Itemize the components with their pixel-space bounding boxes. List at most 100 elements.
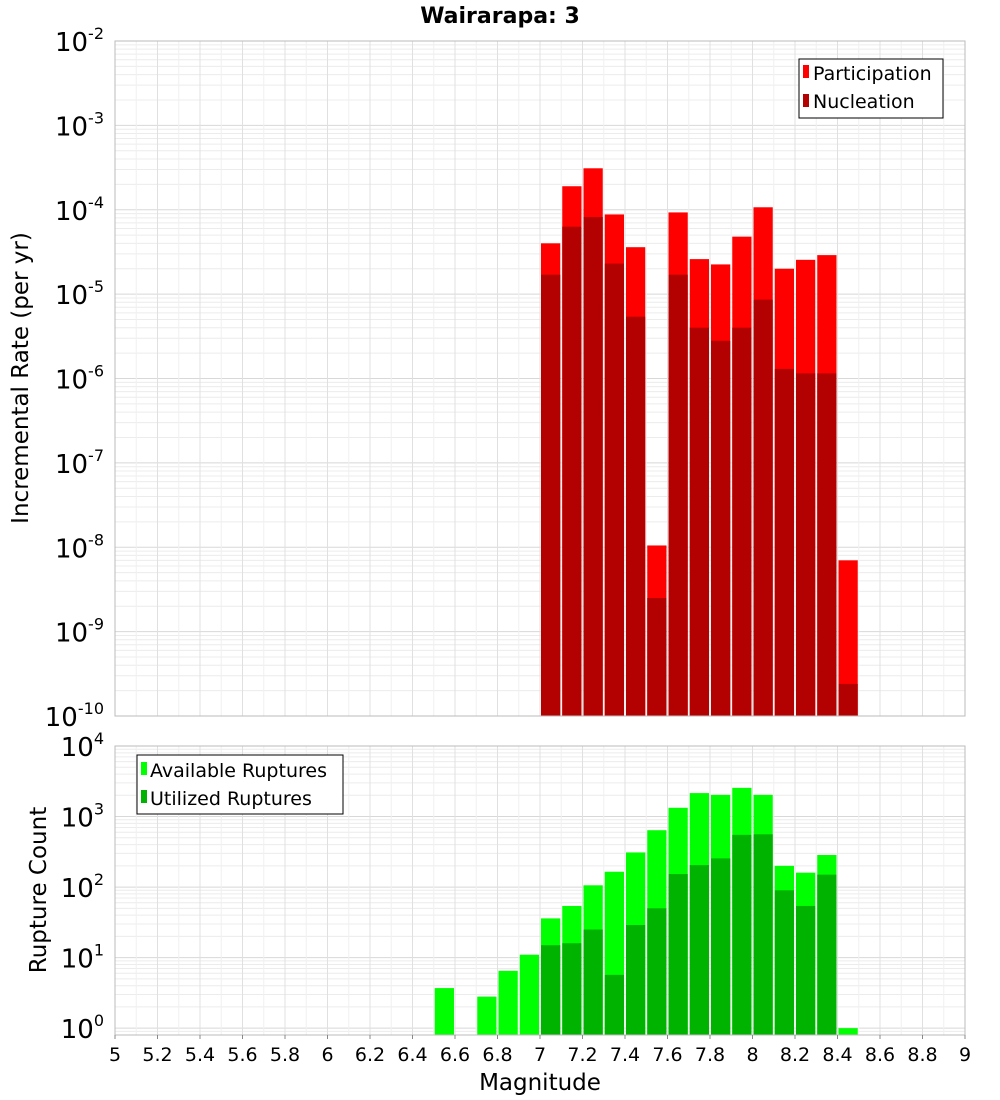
y-tick-exponent: -4 xyxy=(88,193,104,212)
y-tick-exponent: 1 xyxy=(94,941,104,960)
bar-nucleation xyxy=(711,340,731,716)
bottom-legend: Available Ruptures Utilized Ruptures xyxy=(136,754,344,815)
top-chart: 10-210-310-410-510-610-710-810-910-10 In… xyxy=(8,24,966,733)
bar-utilized-ruptures xyxy=(711,858,731,1035)
top-bars xyxy=(541,168,858,717)
bar-nucleation xyxy=(689,327,709,716)
y-tick-base: 10 xyxy=(61,945,94,975)
bar-utilized-ruptures xyxy=(562,943,582,1035)
y-tick-label: 10-2 xyxy=(55,24,104,58)
y-tick-base: 10 xyxy=(61,733,94,763)
top-plot-border xyxy=(114,40,966,717)
bar-available-ruptures xyxy=(434,988,454,1035)
top-y-tick-labels: 10-210-310-410-510-610-710-810-910-10 xyxy=(45,24,104,733)
y-tick-base: 10 xyxy=(55,619,88,649)
y-tick-base: 10 xyxy=(61,1015,94,1045)
x-tick-label: 6 xyxy=(321,1044,333,1066)
y-tick-label: 101 xyxy=(61,941,104,975)
y-tick-base: 10 xyxy=(45,703,78,733)
bar-available-ruptures xyxy=(519,954,539,1035)
bar-available-ruptures xyxy=(838,1028,858,1035)
bar-utilized-ruptures xyxy=(732,834,752,1035)
bar-participation xyxy=(838,560,858,716)
bar-utilized-ruptures xyxy=(583,929,603,1035)
x-tick-label: 7.4 xyxy=(610,1044,640,1066)
y-tick-label: 100 xyxy=(61,1011,104,1045)
bar-nucleation xyxy=(647,598,667,716)
y-tick-label: 10-10 xyxy=(45,699,104,733)
y-tick-exponent: 4 xyxy=(94,729,104,748)
bar-nucleation xyxy=(626,316,646,716)
chart-title: Wairarapa: 3 xyxy=(420,4,580,29)
y-tick-base: 10 xyxy=(61,874,94,904)
y-tick-label: 10-6 xyxy=(55,362,104,396)
bar-utilized-ruptures xyxy=(753,834,773,1035)
x-tick-labels: 5 5.2 5.4 5.6 5.8 6 6.2 6.4 6.6 6.8 7 7.2 7.4 7.6 7.8 8… xyxy=(109,1035,971,1066)
bar-nucleation xyxy=(732,327,752,716)
bar-utilized-ruptures xyxy=(689,865,709,1035)
bottom-bars xyxy=(434,787,858,1035)
y-tick-exponent: -8 xyxy=(88,530,104,549)
x-tick-label: 5.2 xyxy=(142,1044,172,1066)
y-tick-exponent: 0 xyxy=(94,1011,104,1030)
top-legend-box xyxy=(798,58,944,119)
x-tick-label: 5.8 xyxy=(270,1044,300,1066)
bar-nucleation xyxy=(753,299,773,716)
y-tick-label: 10-8 xyxy=(55,530,104,564)
top-y-axis-label: Incremental Rate (per yr) xyxy=(8,232,34,524)
x-tick-label: 8 xyxy=(746,1044,758,1066)
y-tick-label: 103 xyxy=(61,800,104,834)
bar-utilized-ruptures xyxy=(647,908,667,1035)
x-tick-label: 9 xyxy=(959,1044,971,1066)
x-tick-label: 8.6 xyxy=(865,1044,895,1066)
x-tick-label: 6.6 xyxy=(440,1044,470,1066)
y-tick-label: 10-5 xyxy=(55,277,104,311)
legend-label-participation: Participation xyxy=(813,63,932,85)
bar-nucleation xyxy=(562,226,582,716)
x-tick-label: 8.8 xyxy=(907,1044,937,1066)
bar-utilized-ruptures xyxy=(796,905,816,1035)
y-tick-exponent: -10 xyxy=(78,699,104,718)
x-tick-label: 7 xyxy=(534,1044,546,1066)
bar-nucleation xyxy=(774,368,794,716)
x-axis-label: Magnitude xyxy=(479,1070,601,1096)
bar-available-ruptures xyxy=(477,996,497,1035)
y-tick-base: 10 xyxy=(55,534,88,564)
y-tick-exponent: 2 xyxy=(94,870,104,889)
y-tick-base: 10 xyxy=(55,28,88,58)
legend-label-nucleation: Nucleation xyxy=(813,91,915,113)
legend-label-utilized: Utilized Ruptures xyxy=(150,788,312,810)
y-tick-base: 10 xyxy=(61,804,94,834)
x-tick-label: 6.4 xyxy=(397,1044,427,1066)
x-tick-label: 7.6 xyxy=(652,1044,682,1066)
bar-nucleation xyxy=(583,217,603,716)
bar-nucleation xyxy=(668,274,688,716)
bar-utilized-ruptures xyxy=(668,874,688,1035)
bar-utilized-ruptures xyxy=(604,974,624,1035)
x-tick-label: 7.8 xyxy=(695,1044,725,1066)
bar-available-ruptures xyxy=(498,970,518,1035)
y-tick-base: 10 xyxy=(55,450,88,480)
y-tick-exponent: -7 xyxy=(88,446,104,465)
y-tick-base: 10 xyxy=(55,366,88,396)
x-tick-label: 8.2 xyxy=(780,1044,810,1066)
y-tick-label: 10-3 xyxy=(55,108,104,142)
x-tick-label: 8.4 xyxy=(822,1044,852,1066)
x-tick-label: 6.8 xyxy=(482,1044,512,1066)
bar-nucleation xyxy=(541,274,561,716)
y-tick-exponent: -6 xyxy=(88,362,104,381)
x-tick-label: 5.4 xyxy=(185,1044,215,1066)
bottom-legend-box xyxy=(136,754,344,815)
x-tick-label: 7.2 xyxy=(567,1044,597,1066)
y-tick-base: 10 xyxy=(55,281,88,311)
bar-nucleation xyxy=(796,373,816,716)
top-legend: Participation Nucleation xyxy=(798,58,944,119)
y-tick-exponent: -5 xyxy=(88,277,104,296)
top-grid xyxy=(114,40,966,717)
x-tick-label: 6.2 xyxy=(355,1044,385,1066)
legend-swatch-nucleation xyxy=(803,94,809,107)
bar-utilized-ruptures xyxy=(541,945,561,1035)
